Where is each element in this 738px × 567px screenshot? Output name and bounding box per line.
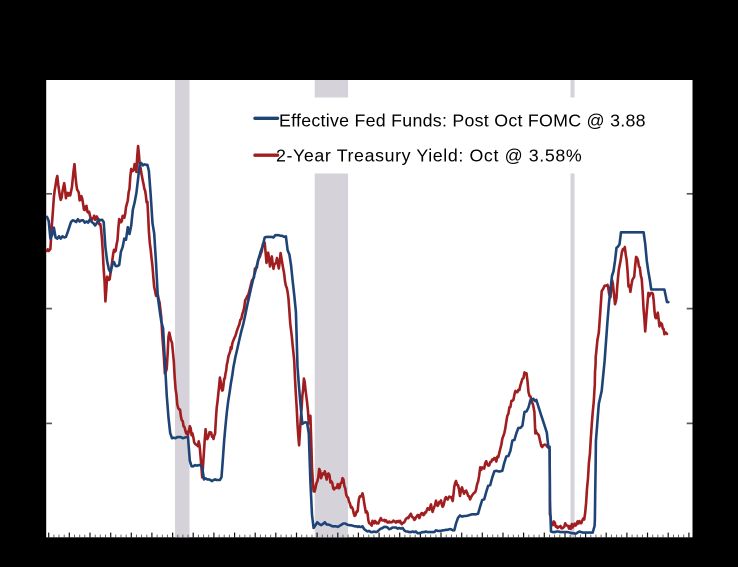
svg-text:2-Year Treasury Yield: Oct @ 3: 2-Year Treasury Yield: Oct @ 3.58% [276, 146, 582, 166]
svg-text:Effective Fed Funds: Post Oct: Effective Fed Funds: Post Oct FOMC @ 3.8… [279, 111, 646, 131]
